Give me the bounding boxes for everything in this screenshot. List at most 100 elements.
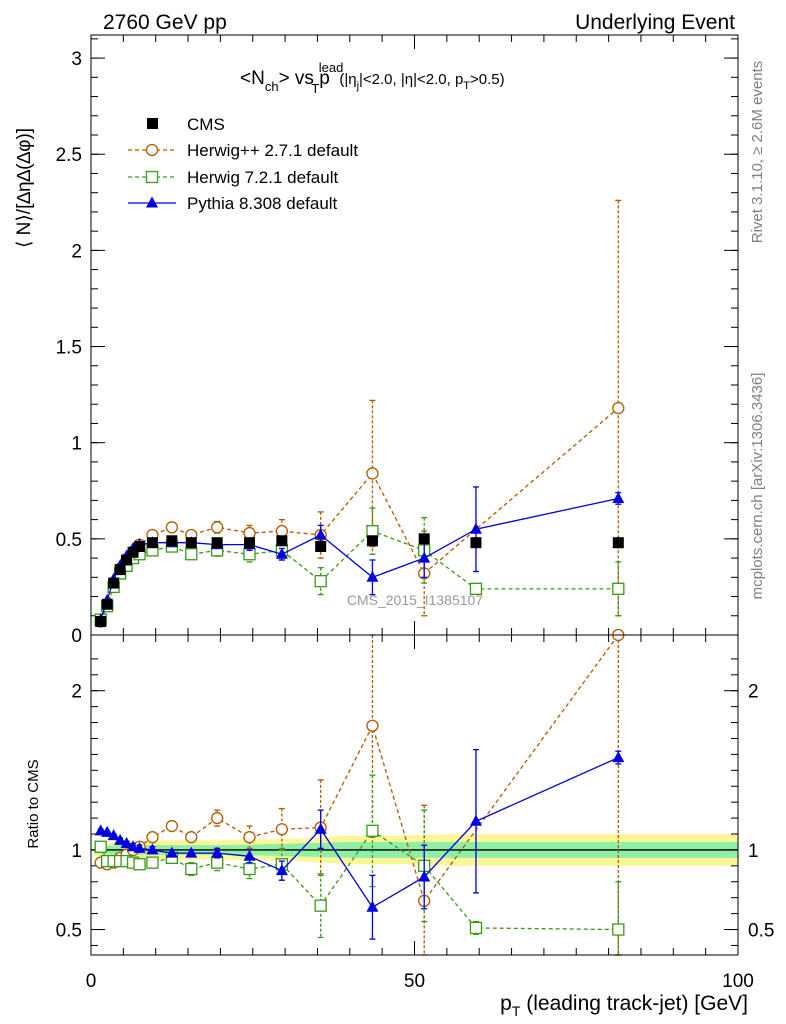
main-herwigpp-point	[275, 525, 289, 538]
main-cms-point	[315, 541, 327, 553]
main-herwigpp-point	[612, 401, 625, 415]
ratio-herwig7-point	[366, 824, 379, 837]
legend-label-cms: CMS	[187, 115, 225, 134]
ratio-herwig7-point	[94, 840, 107, 853]
main-cms-point	[121, 554, 133, 566]
ratio-pythia-point	[185, 846, 198, 858]
legend-marker-pythia	[146, 196, 158, 208]
main-herwigpp-point	[165, 521, 179, 534]
main-pythia-point	[469, 522, 482, 534]
x-tick-label: 50	[404, 971, 425, 992]
main-herwig7-point	[469, 582, 483, 595]
ratio-series-circle	[94, 628, 625, 956]
main-square-line	[100, 530, 619, 620]
ratio-herwigpp-point	[366, 719, 379, 732]
ratio-herwig7-point	[146, 856, 159, 869]
main-herwig7-point	[314, 575, 327, 588]
main-y-tick-label: 1.5	[56, 338, 82, 359]
main-herwig7-point	[612, 582, 625, 595]
ratio-plot-frame	[90, 634, 739, 956]
main-y-tick-label: 2	[71, 241, 82, 262]
axes-and-ticks: 0 0.5 1 1.5 2 2.5 3 0.5 0.5 1 1 2 2 0 50 100	[56, 35, 774, 992]
main-cms-point	[276, 535, 288, 547]
legend-marker-cms	[147, 118, 158, 129]
main-cms-point	[612, 537, 624, 549]
plot-title: <Nch> vs plead T(|ηj|<2.0, |η|<2.0, pT>0.…	[240, 60, 505, 96]
main-cms-point	[108, 577, 120, 589]
ratio-herwig7-point	[469, 921, 483, 935]
main-y-axis-title: ⟨ N⟩/[∆η∆(∆φ)]	[14, 128, 35, 248]
header-right-label: Underlying Event	[575, 11, 735, 34]
main-herwig7-point	[185, 548, 198, 561]
ratio-pythia-point	[612, 751, 625, 763]
ratio-herwig7-point	[612, 923, 625, 936]
ratio-herwigpp-point	[243, 831, 256, 844]
data-series	[94, 199, 625, 956]
ratio-pythia-point	[146, 843, 159, 855]
ratio-y-tick-label: 2	[71, 682, 82, 703]
ratio-pythia-point	[165, 846, 178, 858]
main-cms-point	[114, 564, 126, 576]
ratio-herwigpp-point	[211, 811, 224, 825]
main-cms-point	[146, 537, 158, 549]
main-cms-point	[366, 535, 378, 547]
ratio-y-tick-label: 0.5	[56, 921, 82, 942]
x-tick-label: 0	[86, 971, 97, 992]
mcplots-reference-label: mcplots.cern.ch [arXiv:1306.3436]	[749, 373, 766, 600]
ratio-triangle-line	[100, 756, 619, 909]
ratio-herwigpp-point	[275, 823, 289, 836]
ratio-pythia-point	[366, 900, 379, 912]
ratio-herwig7-point	[243, 862, 256, 876]
main-series-square	[95, 533, 624, 628]
ratio-herwigpp-point	[185, 831, 198, 844]
main-y-tick-label: 2.5	[56, 145, 82, 166]
main-cms-point	[95, 616, 107, 628]
main-y-tick-label: 1	[71, 434, 82, 455]
main-cms-point	[211, 537, 223, 549]
legend-marker-herwig7	[145, 170, 159, 184]
main-cms-point	[166, 535, 178, 547]
ratio-uncertainty-band	[91, 834, 739, 866]
main-y-tick-label: 3	[71, 49, 82, 70]
rivet-version-label: Rivet 3.1.10, ≥ 2.6M events	[749, 61, 766, 244]
main-cms-point	[244, 537, 256, 549]
ratio-pythia-point	[418, 870, 431, 882]
main-cms-point	[185, 537, 197, 549]
main-cms-point	[418, 533, 430, 545]
main-pythia-point	[366, 570, 379, 582]
analysis-watermark: CMS_2015_I1385107	[347, 592, 483, 608]
legend-label-herwig7: Herwig 7.2.1 default	[187, 168, 338, 187]
ratio-herwigpp-point	[146, 831, 159, 844]
ratio-y-axis-title: Ratio to CMS	[25, 759, 42, 848]
ratio-y-tick-label-right: 2	[748, 682, 759, 703]
ratio-y-tick-label-right: 0.5	[748, 921, 774, 942]
main-circle-line	[100, 407, 619, 622]
main-pythia-point	[314, 528, 327, 540]
legend-label-herwigpp: Herwig++ 2.7.1 default	[187, 141, 358, 160]
header-left-label: 2760 GeV pp	[103, 11, 227, 34]
ratio-pythia-point	[107, 829, 120, 841]
ratio-y-tick-label-right: 1	[748, 841, 759, 862]
ratio-pythia-point	[314, 822, 327, 834]
ratio-herwig7-point	[185, 862, 198, 876]
main-herwigpp-point	[366, 467, 379, 480]
ratio-square-line	[100, 829, 619, 931]
ratio-pythia-point	[469, 814, 482, 826]
ratio-herwigpp-point	[165, 819, 179, 833]
ratio-pythia-point	[275, 864, 288, 876]
main-cms-point	[470, 537, 482, 549]
main-pythia-point	[612, 491, 625, 503]
main-pythia-point	[275, 547, 288, 559]
legend-marker-herwigpp	[145, 143, 159, 157]
ratio-pythia-point	[120, 837, 133, 849]
legend: CMS Herwig++ 2.7.1 default Herwig 7.2.1 …	[128, 115, 358, 213]
main-y-tick-label: 0	[71, 626, 82, 647]
ratio-herwig7-point	[211, 856, 224, 869]
main-pythia-point	[418, 551, 431, 563]
main-cms-point	[134, 541, 146, 553]
x-axis-title: pT (leading track-jet) [GeV]	[500, 992, 748, 1019]
ratio-pythia-point	[114, 833, 127, 845]
main-series-circle	[94, 199, 625, 628]
main-y-tick-label: 0.5	[56, 530, 82, 551]
